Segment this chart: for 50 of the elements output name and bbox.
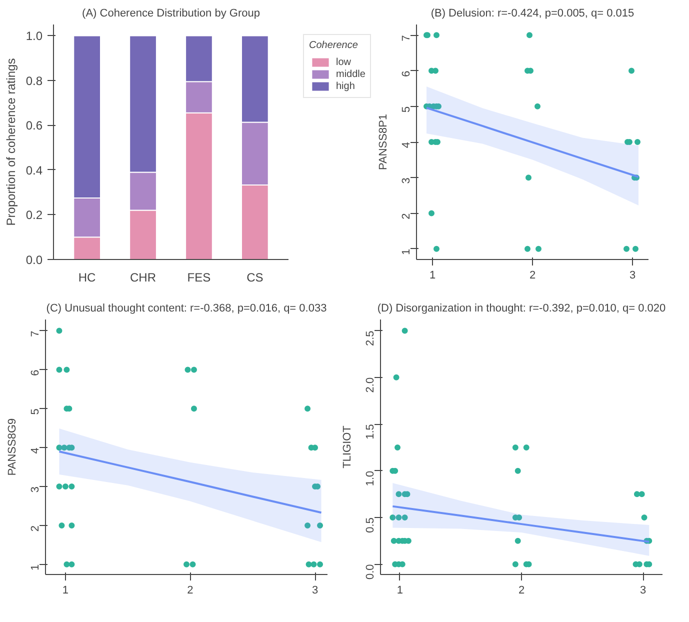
y-tick-label: 5 [400, 106, 412, 113]
x-tick-label: 3 [629, 270, 636, 282]
y-tick-label: 6 [400, 70, 412, 77]
y-tick-label: 3 [400, 178, 412, 184]
chart-title: (A) Coherence Distribution by Group [82, 8, 260, 20]
x-tick-label: 1 [429, 270, 436, 282]
legend-label: middle [336, 68, 366, 80]
x-tick-label: 3 [312, 584, 318, 596]
x-tick-label: CS [246, 270, 264, 284]
y-tick-label: 1 [400, 248, 412, 255]
y-tick-label: 2.0 [364, 377, 376, 393]
y-tick-label: 6 [30, 370, 42, 376]
y-axis-title: PANSS8G9 [6, 418, 18, 476]
legend-label: low [336, 56, 352, 68]
y-tick-label: 7 [400, 35, 412, 42]
chart-title: (C) Unusual thought content: r=-0.368, p=0.016, q= 0.033 [46, 302, 327, 314]
x-tick-label: 2 [187, 584, 194, 596]
y-tick-label: 0.4 [26, 163, 43, 178]
y-tick-label: 4 [400, 142, 412, 148]
legend-label: high [336, 80, 356, 92]
y-tick-label: 0.5 [364, 518, 376, 533]
x-tick-label: 2 [529, 270, 536, 282]
chart-title: (D) Disorganization in thought: r=-0.392, p=0.010, q= 0.020 [377, 302, 666, 314]
y-tick-label: 4 [30, 448, 42, 454]
x-tick-label: HC [78, 270, 96, 284]
chart-title: (B) Delusion: r=-0.424, p=0.005, q= 0.015 [430, 8, 634, 20]
y-tick-label: 2.5 [364, 330, 376, 346]
y-tick-label: 1.5 [364, 424, 376, 440]
x-tick-label: 2 [518, 584, 525, 596]
x-tick-label: 3 [640, 584, 646, 596]
y-tick-label: 0.0 [26, 253, 43, 267]
x-tick-label: FES [187, 270, 211, 284]
y-tick-label: 0.6 [26, 118, 43, 133]
x-tick-label: CHR [130, 270, 156, 284]
y-tick-label: 3 [30, 486, 42, 493]
y-tick-label: 0.2 [26, 208, 43, 222]
y-tick-label: 1.0 [26, 29, 43, 44]
y-axis-title: Proportion of coherence ratings [4, 58, 18, 226]
x-tick-label: 1 [62, 584, 69, 596]
y-tick-label: 1 [30, 564, 42, 570]
y-axis-title: TLIGIOT [342, 425, 354, 468]
y-tick-label: 2 [400, 213, 412, 220]
y-axis-title: PANSS8P1 [378, 114, 390, 170]
y-tick-label: 2 [30, 525, 42, 532]
y-tick-label: 0.8 [26, 74, 43, 88]
y-tick-label: 0.0 [364, 564, 376, 580]
y-tick-label: 1.0 [364, 470, 376, 486]
legend-title: Coherence [309, 40, 359, 51]
y-tick-label: 5 [30, 408, 42, 415]
y-tick-label: 7 [30, 330, 42, 337]
